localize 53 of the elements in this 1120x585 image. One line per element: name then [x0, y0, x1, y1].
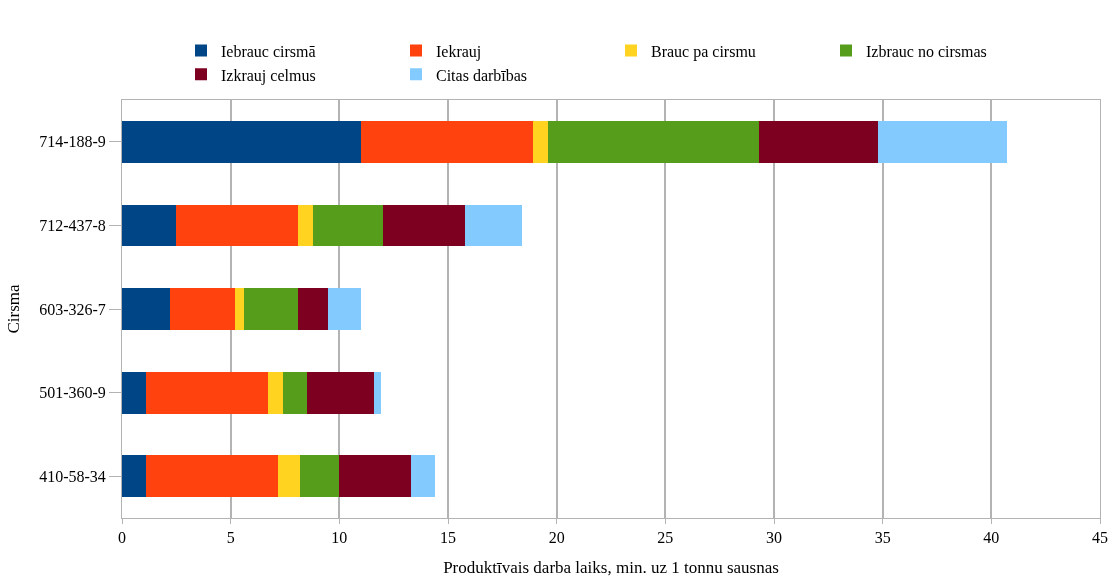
- bar: [169, 288, 236, 330]
- bar: [278, 455, 301, 498]
- x-tick-label: 15: [440, 529, 456, 547]
- legend-label: Iebrauc cirsmā: [221, 42, 316, 60]
- bar: [758, 120, 879, 163]
- bar: [411, 455, 435, 498]
- x-tick-label: 10: [331, 529, 348, 547]
- bar: [122, 120, 362, 163]
- bar: [282, 371, 307, 414]
- bar: [122, 288, 170, 330]
- bar: [122, 371, 146, 414]
- x-tick-label: 40: [983, 529, 1000, 547]
- x-tick-label: 25: [657, 529, 674, 547]
- y-tick-label: 410-58-34: [39, 467, 106, 485]
- bar: [300, 455, 340, 498]
- y-tick-label: 712-437-8: [39, 217, 106, 234]
- x-tick-label: 35: [874, 529, 891, 547]
- y-tick-label: 603-326-7: [39, 300, 106, 318]
- x-tick-label: 20: [548, 529, 565, 547]
- bar: [328, 288, 362, 330]
- bar: [298, 288, 329, 330]
- y-tick-label: 501-360-9: [39, 384, 106, 402]
- bar: [298, 204, 314, 247]
- bar: [547, 120, 759, 163]
- x-tick-label: 0: [118, 529, 126, 547]
- bar: [532, 120, 548, 163]
- x-tick-label: 45: [1092, 529, 1108, 547]
- y-tick-label: 714-188-9: [39, 133, 106, 151]
- legend-label: Izbrauc no cirsmas: [866, 42, 987, 60]
- legend-label: Brauc pa cirsmu: [651, 42, 756, 61]
- bar: [122, 455, 146, 498]
- bar: [267, 371, 283, 414]
- x-tick-label: 5: [226, 529, 235, 547]
- bar: [145, 371, 268, 414]
- bar: [176, 204, 299, 247]
- y-axis-title: Cirsma: [3, 283, 23, 334]
- legend-label: Iekrauj: [436, 42, 482, 61]
- bar: [122, 204, 177, 247]
- bar: [243, 288, 299, 330]
- x-axis-title: Produktīvais darba laiks, min. uz 1 tonnu sausnas: [443, 557, 779, 577]
- bar: [878, 120, 1007, 163]
- bar: [465, 204, 522, 247]
- x-tick-label: 30: [766, 529, 782, 547]
- bar: [145, 455, 279, 498]
- bar: [313, 204, 383, 247]
- bar: [339, 455, 412, 498]
- bar: [382, 204, 466, 247]
- legend-label: Citas darbības: [436, 66, 528, 84]
- legend-label: Izkrauj celmus: [221, 66, 316, 85]
- bar: [361, 120, 533, 163]
- bar: [235, 288, 244, 330]
- bar: [306, 371, 375, 414]
- bar: [374, 371, 381, 414]
